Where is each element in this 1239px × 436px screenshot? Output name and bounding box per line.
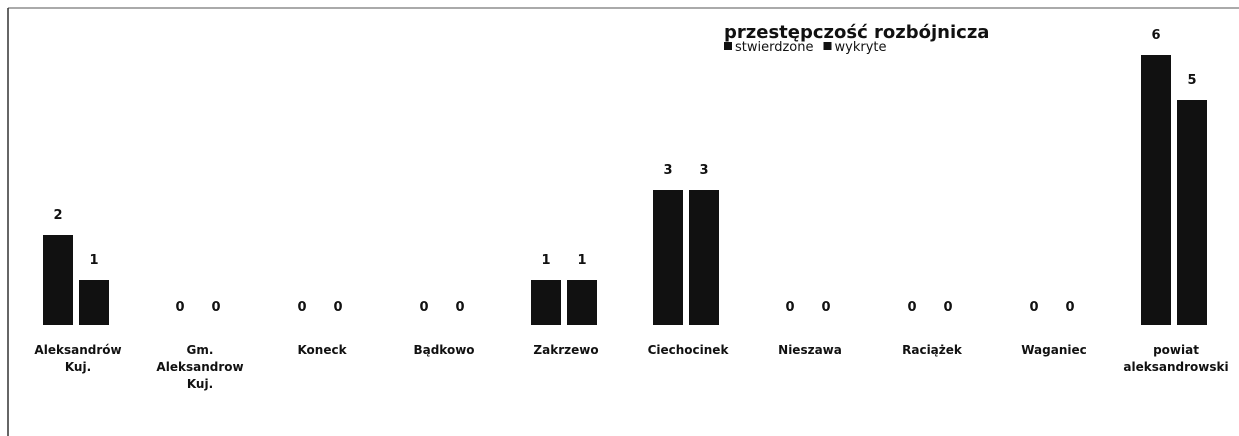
data-label: 0 (907, 300, 916, 315)
data-label: 2 (53, 208, 62, 223)
x-tick-label: Zakrzewo (533, 343, 599, 357)
data-label: 0 (821, 300, 830, 315)
legend-label: wykryte (835, 40, 887, 55)
data-label: 1 (541, 253, 550, 268)
legend-label: stwierdzone (735, 40, 814, 55)
data-label: 0 (1029, 300, 1038, 315)
data-label: 0 (943, 300, 952, 315)
x-tick-label: Nieszawa (778, 343, 842, 357)
x-tick-label: Waganiec (1021, 343, 1087, 357)
data-label: 0 (785, 300, 794, 315)
bar (1141, 55, 1171, 325)
bar (653, 190, 683, 325)
bar (531, 280, 561, 325)
data-label: 0 (175, 300, 184, 315)
bar (689, 190, 719, 325)
x-tick-label: Raciążek (902, 343, 962, 357)
bar (43, 235, 73, 325)
data-label: 0 (1065, 300, 1074, 315)
data-label: 6 (1151, 28, 1160, 43)
x-tick-label: Aleksandrów Kuj. (34, 343, 122, 374)
bar (79, 280, 109, 325)
chart-title: przestępczość rozbójnicza (724, 22, 989, 43)
data-label: 0 (297, 300, 306, 315)
data-label: 0 (211, 300, 220, 315)
data-label: 3 (699, 163, 708, 178)
data-label: 0 (419, 300, 428, 315)
data-label: 0 (455, 300, 464, 315)
x-tick-label: Bądkowo (413, 343, 475, 357)
bar (1177, 100, 1207, 325)
data-label: 0 (333, 300, 342, 315)
data-label: 3 (663, 163, 672, 178)
data-label: 1 (89, 253, 98, 268)
legend-swatch (823, 42, 832, 50)
x-tick-label: powiat aleksandrowski (1123, 343, 1229, 374)
legend-swatch (724, 42, 732, 50)
x-tick-label: Koneck (297, 343, 347, 357)
bar (567, 280, 597, 325)
x-tick-label: Ciechocinek (647, 343, 729, 357)
data-label: 1 (577, 253, 586, 268)
data-label: 5 (1187, 73, 1196, 88)
x-tick-label: Gm. Aleksandrow Kuj. (156, 343, 244, 391)
